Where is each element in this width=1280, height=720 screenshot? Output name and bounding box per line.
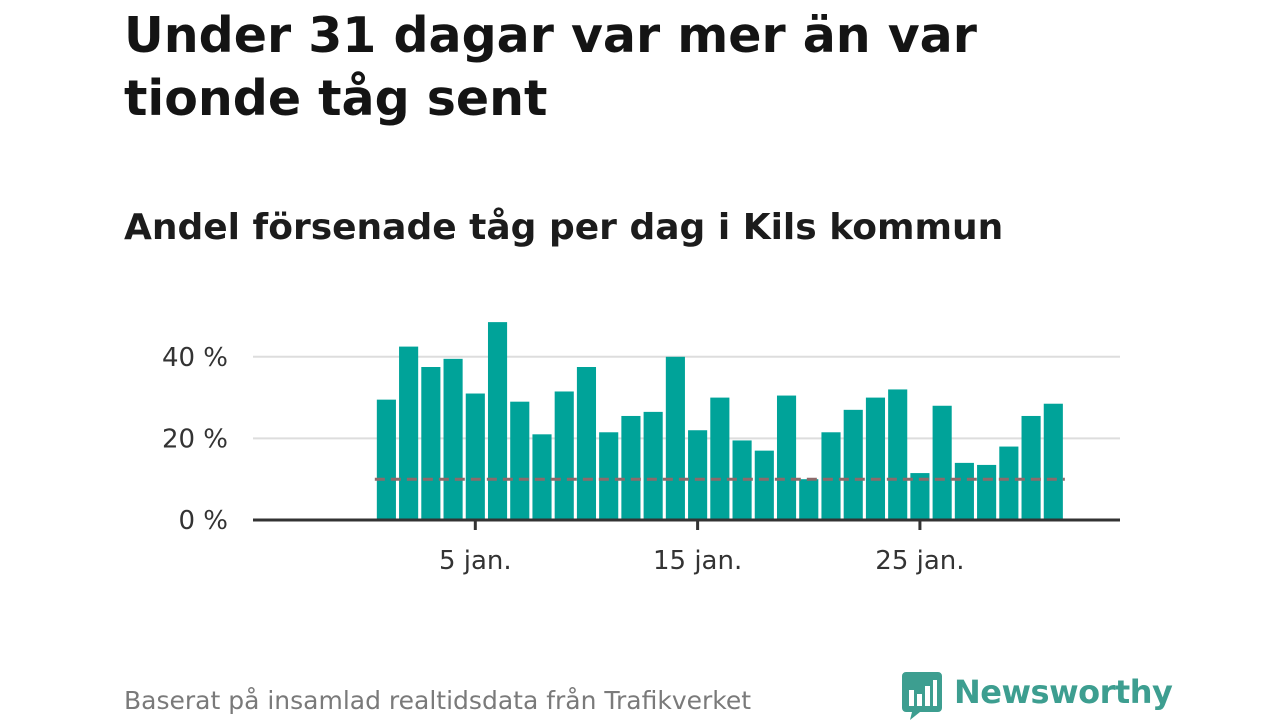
bar (532, 434, 552, 520)
chart-subtitle: Andel försenade tåg per dag i Kils kommu… (124, 207, 1004, 248)
bar (999, 446, 1019, 520)
bars (376, 322, 1063, 520)
bar (865, 397, 886, 520)
bar (576, 367, 597, 520)
y-tick-label: 0 % (178, 506, 228, 536)
bar (843, 409, 863, 520)
bar (821, 432, 841, 520)
bar (688, 430, 708, 520)
bar (977, 464, 997, 520)
bar (554, 391, 574, 520)
bar (599, 432, 619, 520)
y-tick-label: 20 % (162, 424, 228, 454)
bar (510, 401, 530, 520)
x-tick-label: 25 jan. (875, 546, 964, 576)
bar (732, 440, 752, 520)
bar (443, 358, 463, 520)
bar (710, 397, 730, 520)
newsworthy-logo-icon (902, 672, 942, 720)
y-tick-label: 40 % (162, 343, 228, 373)
bar (954, 462, 974, 520)
grid-lines (253, 355, 1120, 440)
brand-name: Newsworthy (954, 673, 1173, 711)
axes: 0 % 20 % 40 % 5 jan. 15 jan. 25 jan. (162, 343, 1120, 576)
source-note: Baserat på insamlad realtidsdata från Tr… (124, 686, 752, 715)
bar (799, 479, 819, 520)
bar (754, 450, 774, 520)
bar (1021, 415, 1041, 520)
bar (932, 405, 952, 520)
bar (621, 415, 641, 520)
bar (665, 356, 685, 520)
x-tick-label: 15 jan. (653, 546, 742, 576)
newsworthy-logo: Newsworthy (902, 672, 1173, 720)
bar (465, 393, 485, 520)
x-tick-label: 5 jan. (439, 546, 512, 576)
chart-title: Under 31 dagar var mer än var tionde tåg… (124, 7, 977, 127)
bar (910, 473, 930, 520)
bar (1043, 403, 1063, 520)
bar (643, 411, 663, 520)
bar (487, 322, 508, 520)
bar (888, 389, 908, 520)
bar (421, 367, 441, 520)
bar (376, 399, 396, 520)
bar-chart: 0 % 20 % 40 % 5 jan. 15 jan. 25 jan. (162, 322, 1120, 576)
bar (399, 346, 419, 520)
bar (776, 395, 797, 520)
